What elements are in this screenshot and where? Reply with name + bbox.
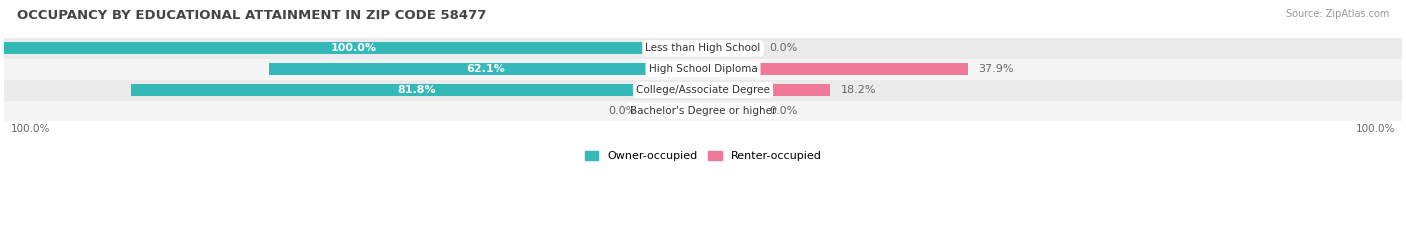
Text: 18.2%: 18.2% xyxy=(841,85,876,95)
Bar xyxy=(703,105,759,117)
Text: Source: ZipAtlas.com: Source: ZipAtlas.com xyxy=(1285,9,1389,19)
Text: 81.8%: 81.8% xyxy=(398,85,436,95)
Bar xyxy=(269,63,703,75)
Bar xyxy=(647,105,703,117)
Text: 100.0%: 100.0% xyxy=(330,43,377,53)
Text: OCCUPANCY BY EDUCATIONAL ATTAINMENT IN ZIP CODE 58477: OCCUPANCY BY EDUCATIONAL ATTAINMENT IN Z… xyxy=(17,9,486,22)
Bar xyxy=(4,38,1402,59)
Text: 0.0%: 0.0% xyxy=(769,43,797,53)
Bar xyxy=(4,100,1402,121)
Text: 37.9%: 37.9% xyxy=(979,64,1014,74)
Text: Less than High School: Less than High School xyxy=(645,43,761,53)
Legend: Owner-occupied, Renter-occupied: Owner-occupied, Renter-occupied xyxy=(585,151,821,161)
Bar xyxy=(703,84,830,96)
Bar xyxy=(703,63,967,75)
Text: Bachelor's Degree or higher: Bachelor's Degree or higher xyxy=(630,106,776,116)
Text: 0.0%: 0.0% xyxy=(769,106,797,116)
Text: 100.0%: 100.0% xyxy=(11,124,51,134)
Text: 100.0%: 100.0% xyxy=(1355,124,1395,134)
Text: High School Diploma: High School Diploma xyxy=(648,64,758,74)
Bar xyxy=(4,59,1402,80)
Bar xyxy=(4,80,1402,100)
Text: 0.0%: 0.0% xyxy=(609,106,637,116)
Bar xyxy=(131,84,703,96)
Text: 62.1%: 62.1% xyxy=(467,64,505,74)
Bar xyxy=(4,42,703,54)
Bar xyxy=(703,42,759,54)
Text: College/Associate Degree: College/Associate Degree xyxy=(636,85,770,95)
